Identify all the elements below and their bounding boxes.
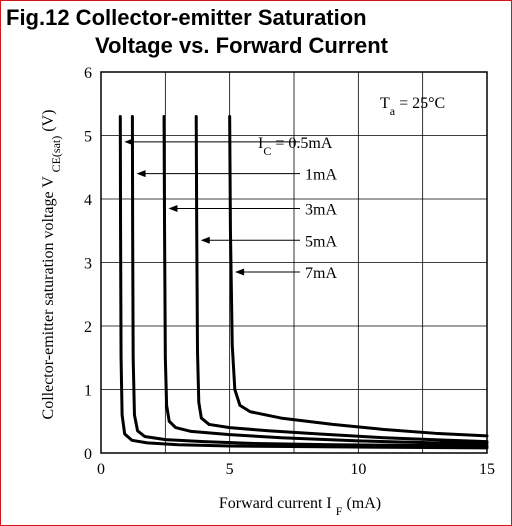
y-tick-label: 6 <box>84 65 92 82</box>
temperature-condition-label: Ta = 25°C <box>380 95 445 118</box>
y-tick-label: 4 <box>84 192 92 209</box>
series-label-2: 3mA <box>305 202 337 219</box>
y-tick-label: 1 <box>84 383 92 400</box>
series-label-4: 7mA <box>305 265 337 282</box>
y-tick-label: 0 <box>84 446 92 463</box>
y-axis-label: Collector-emitter saturation voltage V C… <box>40 110 63 420</box>
series-leader-arrow-4 <box>235 268 245 276</box>
x-tick-label: 0 <box>97 461 105 478</box>
series-line-3 <box>194 114 489 444</box>
series-leader-arrow-2 <box>168 205 178 213</box>
series-leader-arrow-1 <box>136 170 146 178</box>
series-line-4 <box>228 114 489 438</box>
y-tick-label: 5 <box>84 129 92 146</box>
x-tick-label: 10 <box>350 461 366 478</box>
series-line-2 <box>162 114 489 445</box>
series-line-0 <box>118 114 489 450</box>
chart-title-line1: Fig.12 Collector-emitter Saturation <box>6 5 367 30</box>
x-tick-label: 5 <box>226 461 234 478</box>
x-axis-label: Forward current I F (mA) <box>219 495 381 518</box>
y-tick-label: 2 <box>84 319 92 336</box>
plot-area-border <box>100 71 488 454</box>
series-label-1: 1mA <box>305 167 337 184</box>
grid <box>101 72 487 453</box>
chart-title-line2: Voltage vs. Forward Current <box>95 33 388 58</box>
series-line-1 <box>130 114 489 448</box>
y-tick-label: 3 <box>84 256 92 273</box>
series-label-0: IC = 0.5mA <box>258 135 333 158</box>
series-leader-arrow-3 <box>200 236 210 244</box>
x-tick-label: 15 <box>479 461 495 478</box>
series-label-3: 5mA <box>305 233 337 250</box>
